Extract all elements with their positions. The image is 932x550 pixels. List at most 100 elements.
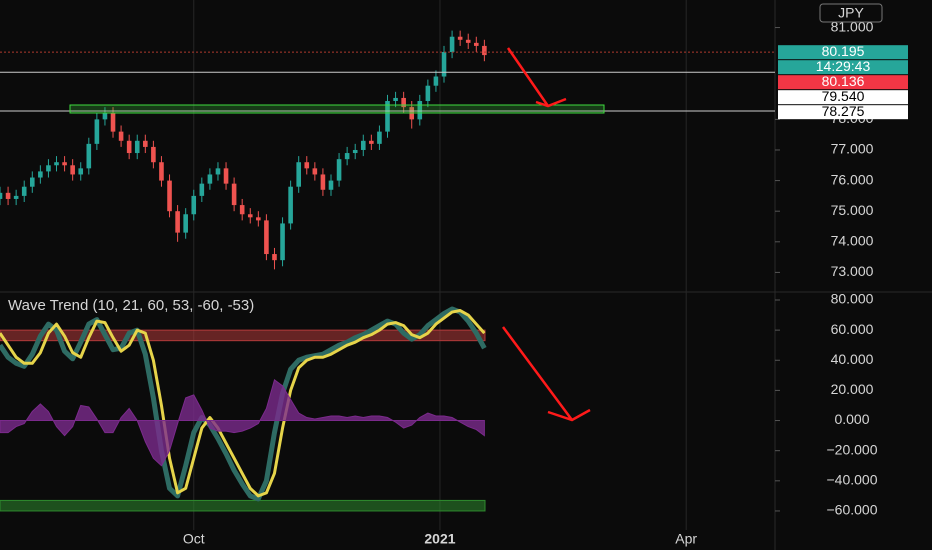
candle-body (29, 177, 35, 187)
candle-body (457, 36, 463, 40)
y-tick-label: 77.000 (831, 141, 874, 157)
candle-body (304, 162, 310, 169)
y-tick-label: −20.000 (827, 441, 878, 457)
price-label-bg (778, 90, 908, 105)
candle-body (134, 140, 140, 154)
candle-body (86, 143, 92, 169)
candle-body (272, 254, 277, 261)
band (0, 499, 486, 512)
candle-body (215, 168, 221, 175)
histogram-area (0, 379, 485, 467)
candle-body (199, 183, 205, 196)
candle-body (46, 165, 51, 172)
price-label: 79.540 (822, 88, 865, 104)
candle-body (474, 42, 479, 46)
price-label-bg (778, 45, 908, 60)
candle-body (441, 52, 447, 77)
y-tick-label: 20.000 (831, 381, 874, 397)
y-tick-label: 76.000 (831, 171, 874, 187)
y-tick-label: 74.000 (831, 233, 874, 249)
candle-body (336, 159, 342, 181)
candle-body (256, 217, 261, 221)
candle-body (280, 223, 285, 261)
candle-body (482, 45, 487, 56)
candle-body (360, 140, 366, 150)
candle-body (385, 101, 390, 132)
candle-body (38, 171, 43, 178)
candle-body (369, 140, 374, 144)
currency-badge (819, 3, 883, 23)
candle-body (433, 76, 439, 86)
y-tick-label: 73.000 (831, 263, 874, 279)
candle-body (264, 220, 269, 255)
band (0, 329, 486, 342)
price-label: 80.195 (822, 43, 865, 59)
candle-body (328, 180, 334, 190)
candle-body (21, 186, 27, 196)
candle-body (352, 149, 358, 154)
candle-body (239, 205, 245, 215)
countdown: 14:29:43 (816, 58, 871, 74)
countdown-bg (778, 60, 908, 75)
price-label: 80.136 (822, 73, 865, 89)
candle-body (143, 140, 148, 147)
candle-body (175, 211, 180, 233)
candle-body (465, 39, 471, 43)
arrow (506, 47, 567, 108)
candle-body (62, 162, 67, 166)
price-label: 78.275 (822, 103, 865, 119)
candle-body (425, 85, 431, 102)
candle-body (344, 153, 350, 160)
indicator-title: Wave Trend (10, 21, 60, 53, -60, -53) (8, 297, 254, 314)
y-tick-label: 40.000 (831, 351, 874, 367)
price-label-bg (778, 105, 908, 120)
candle-body (320, 174, 326, 190)
candle-body (417, 101, 423, 120)
candle-body (191, 195, 197, 215)
candle-body (312, 168, 318, 175)
candle-body (78, 168, 84, 175)
candle-body (288, 186, 293, 224)
candle-body (393, 97, 398, 102)
y-tick-label: 60.000 (831, 321, 874, 337)
candle-body (118, 131, 124, 141)
candle-body (231, 183, 237, 206)
candle-body (110, 113, 116, 132)
y-tick-label: 75.000 (831, 202, 874, 218)
plot: Oct 2021 Apr 73.000 74.000 75.000 76.000 77.000… (0, 0, 908, 547)
candle-body (94, 119, 100, 144)
candle-body (70, 165, 75, 175)
candle-body (102, 113, 108, 120)
x-tick-label: 2021 (424, 531, 455, 547)
y-tick-label: 80.000 (831, 291, 874, 307)
candle-body (151, 146, 156, 163)
candle-body (449, 36, 455, 53)
y-tick-label: −60.000 (827, 502, 878, 518)
candle-body (167, 180, 172, 212)
y-tick-label: 0.000 (834, 411, 869, 427)
arrow (501, 326, 591, 422)
candle-body (296, 162, 301, 187)
candle-body (247, 214, 253, 218)
candle-body (0, 192, 3, 199)
price-label-bg (778, 75, 908, 90)
x-tick-label: Oct (183, 531, 205, 547)
candle-body (183, 214, 188, 233)
support-zone (69, 104, 605, 114)
x-tick-label: Apr (675, 531, 697, 547)
candle-body (207, 174, 213, 184)
y-tick-label: −40.000 (827, 472, 878, 488)
series-line (0, 306, 487, 502)
candle-body (223, 168, 229, 184)
series-line (0, 309, 486, 498)
candle-body (377, 131, 382, 144)
candle-body (13, 195, 19, 199)
candle-body (54, 162, 59, 166)
candle-body (159, 162, 164, 181)
currency: JPY (838, 5, 864, 21)
candle-body (401, 97, 406, 108)
candle-body (126, 140, 132, 154)
candle-body (5, 192, 11, 199)
